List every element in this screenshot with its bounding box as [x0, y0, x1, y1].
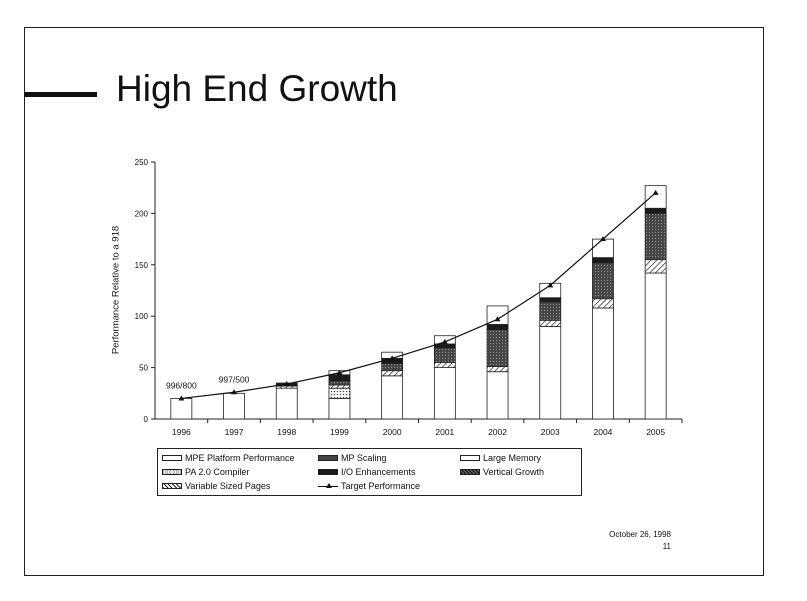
legend-swatch: [162, 455, 182, 461]
bar-segment: [486, 324, 509, 330]
legend-swatch: [318, 482, 338, 490]
target-point: [336, 369, 343, 375]
target-point: [547, 282, 554, 288]
legend-swatch: [318, 469, 338, 475]
bar-segment: [328, 398, 351, 420]
bar-segment: [592, 257, 614, 264]
bar-segment: [275, 387, 298, 420]
legend-label: PA 2.0 Compiler: [185, 467, 250, 477]
legend-item: I/O Enhancements: [318, 467, 416, 477]
legend-item: Large Memory: [460, 453, 541, 463]
target-point: [389, 355, 396, 361]
bar-segment: [433, 347, 456, 363]
legend-swatch: [460, 455, 480, 461]
target-point: [283, 381, 290, 387]
legend-item: PA 2.0 Compiler: [162, 467, 249, 477]
target-performance-line: [181, 192, 657, 400]
y-tick-label: 200: [135, 209, 149, 218]
bar-segment: [592, 298, 614, 309]
bar-segment: [592, 307, 614, 420]
legend-label: MPE Platform Performance: [185, 453, 295, 463]
bar-segment: [381, 375, 404, 420]
annotation-label: 996/800: [166, 380, 197, 390]
legend-item: Vertical Growth: [460, 467, 544, 477]
bar-segment: [539, 297, 562, 303]
legend-swatch: [162, 469, 182, 475]
annotation-label: 997/500: [219, 374, 250, 384]
x-tick-label: 2000: [383, 427, 402, 437]
x-tick-label: 2003: [541, 427, 560, 437]
y-tick-label: 0: [144, 415, 149, 424]
legend-swatch: [162, 483, 182, 489]
footer-date: October 26, 1998: [609, 530, 671, 539]
legend-label: I/O Enhancements: [341, 467, 416, 477]
bar-segment: [644, 185, 667, 209]
legend-item: Variable Sized Pages: [162, 481, 270, 491]
y-tick-label: 100: [135, 312, 149, 321]
bar-segment: [381, 370, 404, 377]
y-tick-label: 50: [139, 364, 148, 373]
legend-label: Large Memory: [483, 453, 542, 463]
x-tick-label: 2001: [435, 427, 454, 437]
bar-segment: [486, 329, 509, 367]
legend-label: Vertical Growth: [483, 467, 545, 477]
bar-segment: [381, 363, 404, 372]
legend-swatch: [318, 455, 338, 461]
bar-segment: [592, 238, 614, 259]
legend-item: MPE Platform Performance: [162, 453, 295, 463]
legend-item: Target Performance: [318, 481, 420, 491]
chart-labels: 0 50 100 150 200 250 1996 1997 1998 1999 2000 2001 2…: [135, 158, 666, 437]
x-tick-label: 2004: [593, 427, 612, 437]
bar-segment: [644, 207, 667, 214]
x-tick-label: 1997: [225, 427, 244, 437]
bar-segment: [170, 398, 193, 420]
bar-segment: [539, 301, 562, 321]
bars: [170, 185, 667, 420]
bar-segment: [223, 392, 245, 420]
bar-segment: [644, 259, 667, 274]
bar-segment: [592, 262, 614, 300]
footer-page-number: 11: [662, 542, 671, 551]
slide-frame: [24, 27, 764, 576]
bar-segment: [644, 212, 667, 261]
target-point: [494, 316, 501, 322]
bar-segment: [486, 366, 509, 373]
y-tick-label: 250: [135, 158, 149, 167]
legend-label: Target Performance: [341, 481, 421, 491]
bar-segment: [486, 371, 509, 420]
x-tick-label: 2002: [488, 427, 507, 437]
legend-item: MP Scaling: [318, 453, 386, 463]
bar-segment: [433, 367, 456, 420]
slide-title: High End Growth: [116, 68, 398, 109]
target-line: [178, 189, 659, 401]
bar-segment: [328, 380, 351, 386]
target-point: [441, 338, 448, 344]
legend-swatch: [460, 469, 480, 475]
legend-label: MP Scaling: [341, 453, 387, 463]
target-point: [178, 395, 185, 401]
target-point: [652, 189, 659, 195]
bar-segment: [328, 384, 351, 389]
bar-segment: [328, 374, 351, 382]
bar-segment: [328, 387, 351, 399]
bar-segment: [486, 305, 509, 325]
x-tick-label: 1996: [172, 427, 191, 437]
title-accent-bar: [24, 92, 97, 97]
x-tick-label: 2005: [646, 427, 665, 437]
y-tick-label: 150: [135, 261, 149, 270]
legend-label: Variable Sized Pages: [185, 481, 271, 491]
target-point: [231, 389, 238, 395]
bar-segment: [433, 362, 456, 368]
bar-segment: [644, 272, 667, 420]
target-point: [599, 236, 606, 242]
x-tick-label: 1998: [277, 427, 296, 437]
legend: MPE Platform Performance MP Scaling Large …: [157, 448, 582, 496]
bar-segment: [539, 326, 562, 420]
bar-segment: [539, 319, 562, 327]
x-tick-label: 1999: [330, 427, 349, 437]
